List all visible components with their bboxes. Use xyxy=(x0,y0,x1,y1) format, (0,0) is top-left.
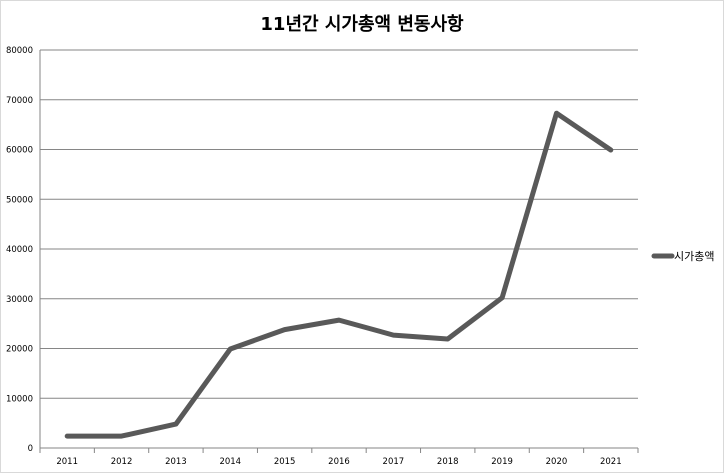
legend-label: 시가총액 xyxy=(674,250,714,263)
y-tick-label: 10000 xyxy=(6,394,33,404)
y-tick-label: 50000 xyxy=(6,195,33,205)
x-tick-label: 2012 xyxy=(111,457,133,467)
y-tick-label: 0 xyxy=(28,444,33,454)
x-tick-label: 2017 xyxy=(383,457,405,467)
y-tick-label: 40000 xyxy=(6,245,33,255)
y-tick-label: 20000 xyxy=(6,345,33,355)
x-tick-label: 2021 xyxy=(600,457,622,467)
x-tick-label: 2011 xyxy=(56,457,78,467)
gridlines xyxy=(39,49,639,453)
y-tick-label: 80000 xyxy=(6,46,33,56)
y-tick-label: 70000 xyxy=(6,96,33,106)
legend: 시가총액 xyxy=(651,250,714,263)
y-axis-tick-labels: 0 10000 20000 30000 40000 50000 60000 70000 8000… xyxy=(6,46,33,454)
y-tick-label: 30000 xyxy=(6,295,33,305)
x-tick-label: 2013 xyxy=(165,457,187,467)
x-tick-label: 2015 xyxy=(274,457,296,467)
x-tick-label: 2018 xyxy=(437,457,459,467)
chart-title: 11년간 시가총액 변동사항 xyxy=(260,14,464,35)
x-axis-tick-labels: 2011 2012 2013 2014 2015 2016 2017 2018 2019 2020… xyxy=(56,457,621,467)
x-tick-label: 2014 xyxy=(219,457,241,467)
x-tick-label: 2020 xyxy=(546,457,568,467)
y-tick-label: 60000 xyxy=(6,146,33,156)
x-tick-label: 2019 xyxy=(491,457,513,467)
series-line xyxy=(64,110,614,439)
series-lines xyxy=(64,110,614,439)
x-tick-label: 2016 xyxy=(328,457,350,467)
